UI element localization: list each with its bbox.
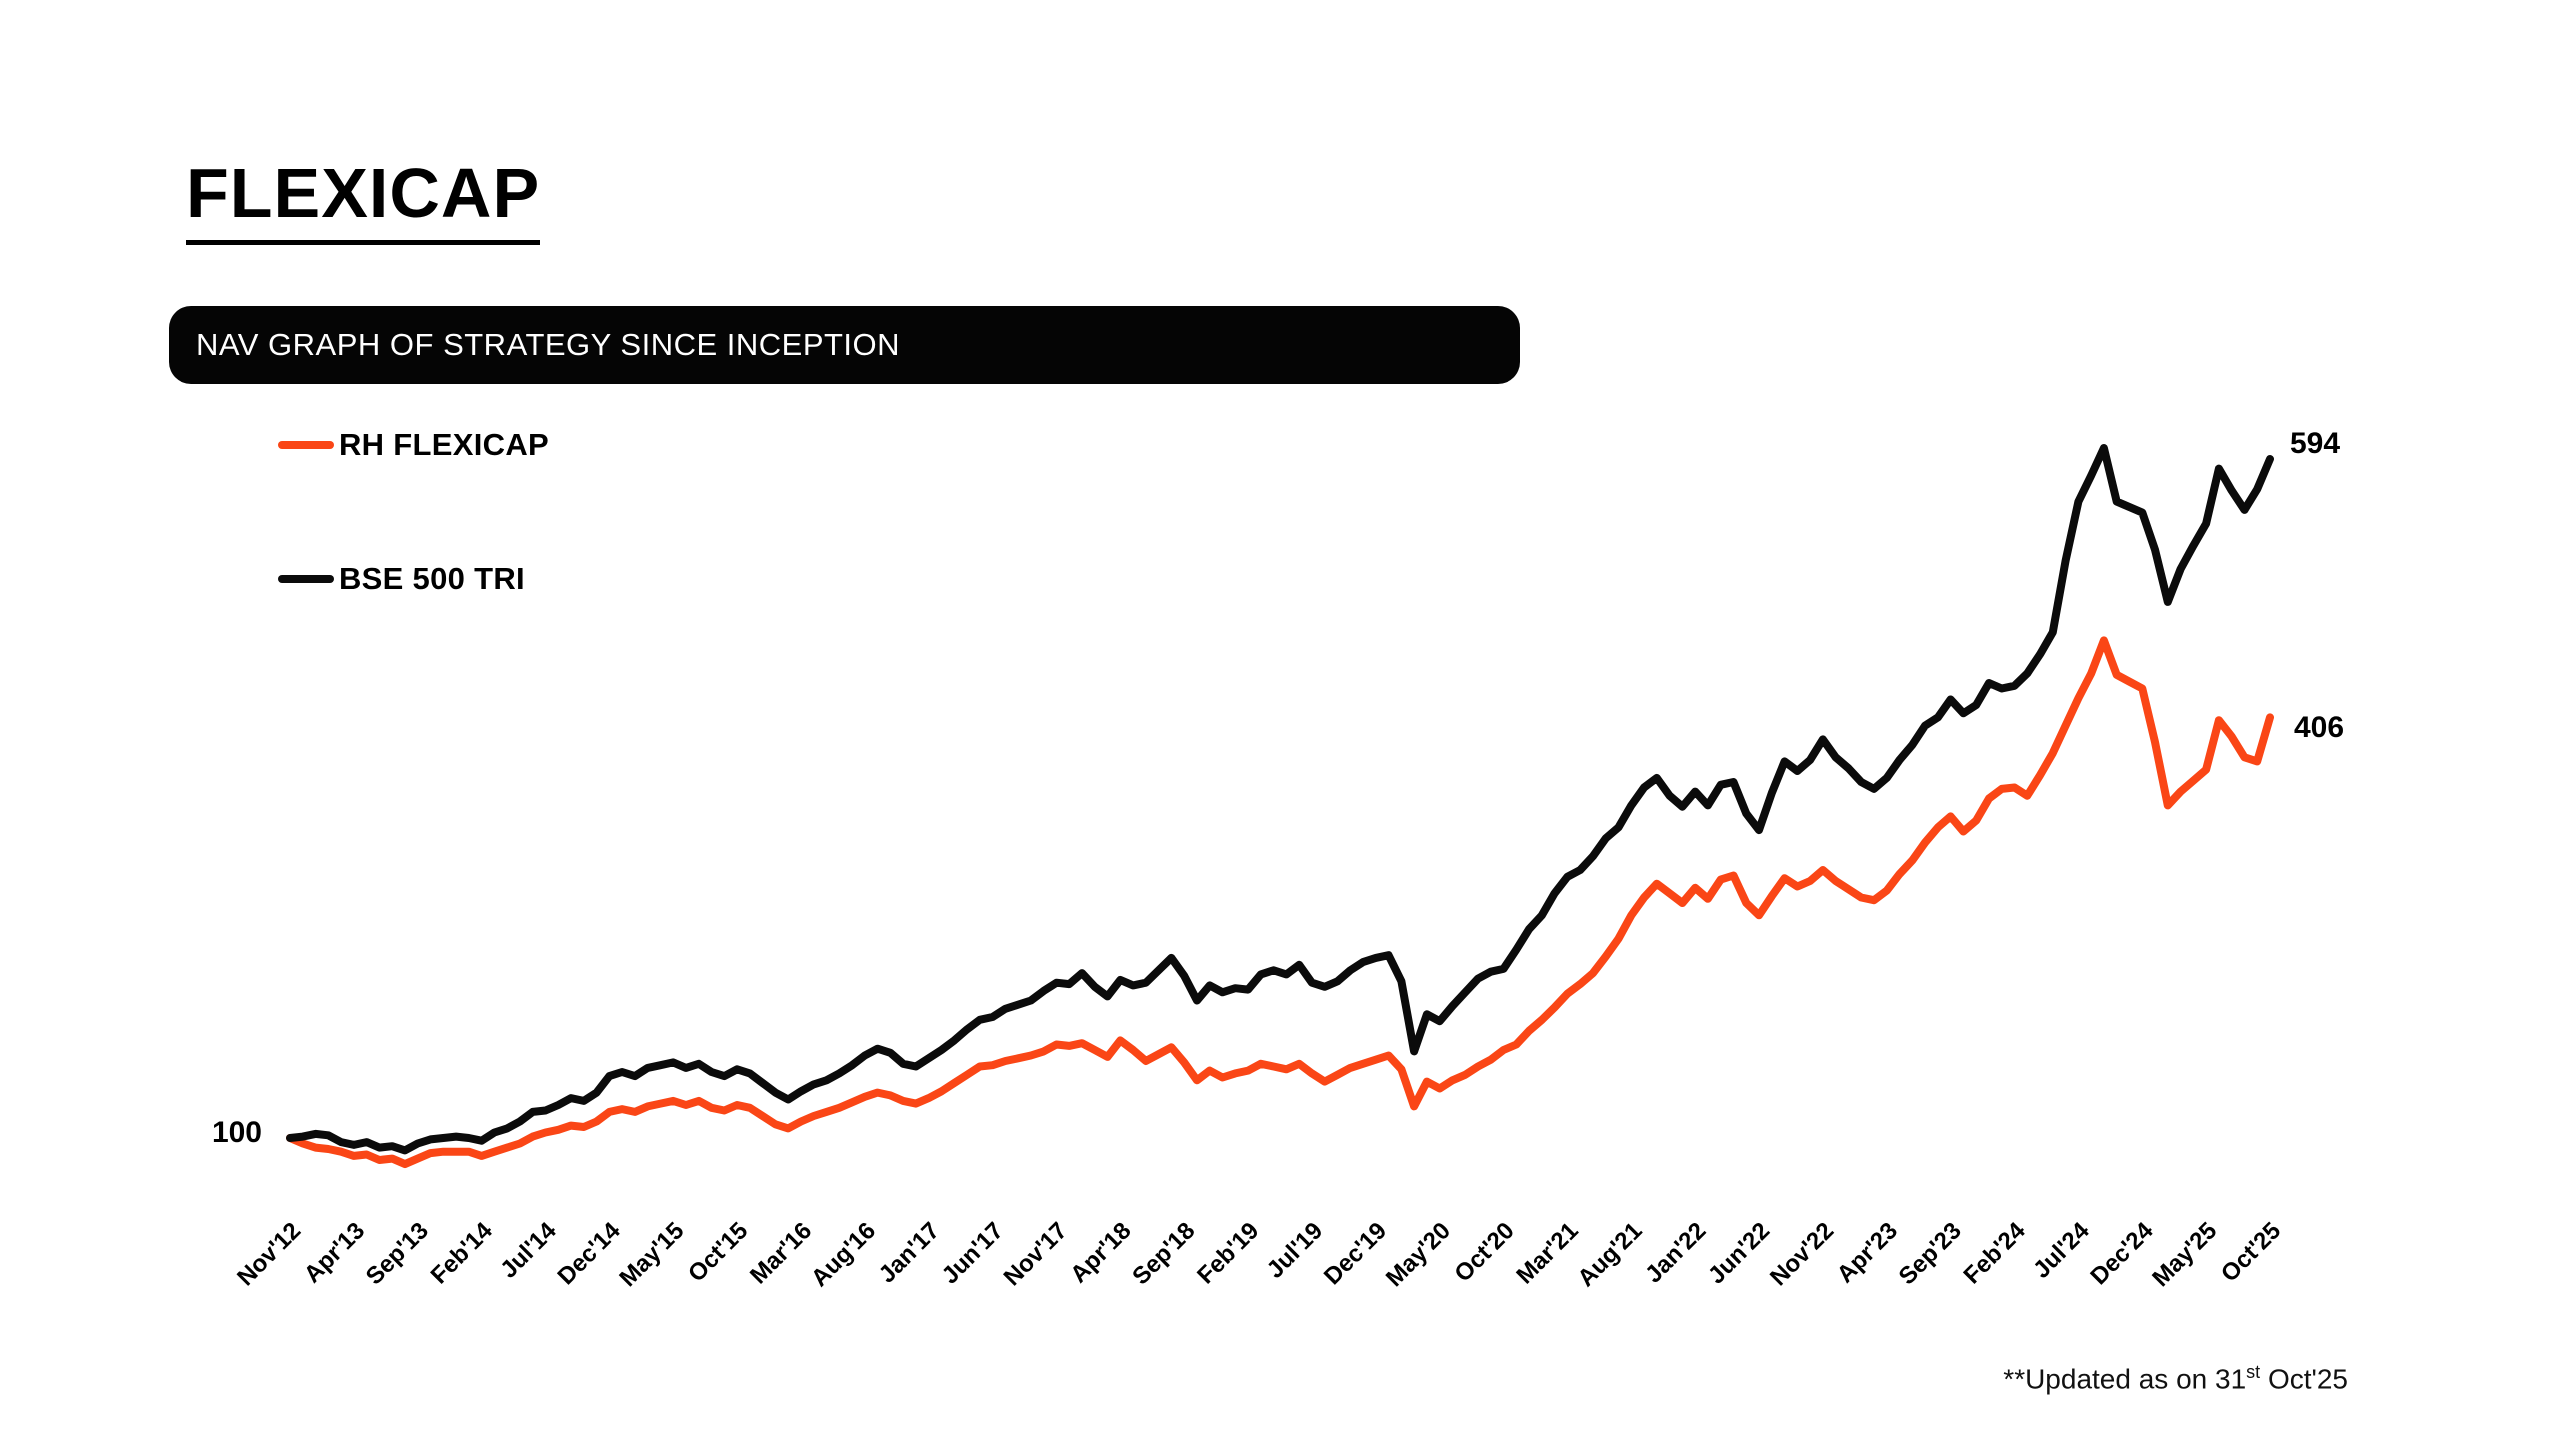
x-tick-label-sep18: Sep'18 xyxy=(1127,1217,1200,1290)
x-tick-label-dec24: Dec'24 xyxy=(2085,1217,2159,1291)
x-tick-label-jul24: Jul'24 xyxy=(2028,1217,2095,1284)
legend-label-rh-flexicap: RH FLEXICAP xyxy=(339,427,549,462)
x-tick-label-may15: May'15 xyxy=(614,1217,689,1292)
updated-as-on-footnote: **Updated as on 31st Oct'25 xyxy=(2003,1362,2348,1395)
x-tick-label-dec19: Dec'19 xyxy=(1319,1217,1392,1290)
x-tick-label-apr23: Apr'23 xyxy=(1832,1217,1903,1288)
x-tick-label-jan17: Jan'17 xyxy=(874,1217,945,1288)
footnote-prefix: **Updated as on 31 xyxy=(2003,1363,2247,1395)
x-axis-tick-labels: Nov'12Apr'13Sep'13Feb'14Jul'14Dec'14May'… xyxy=(232,1217,2286,1292)
x-tick-label-apr13: Apr'13 xyxy=(299,1217,370,1288)
series-line-rh-flexicap xyxy=(286,636,2274,1169)
legend-item-rh-flexicap: RH FLEXICAP xyxy=(278,427,549,462)
legend-label-bse-500-tri: BSE 500 TRI xyxy=(339,561,525,596)
chart-legend: RH FLEXICAP BSE 500 TRI xyxy=(278,427,549,698)
x-tick-label-jun17: Jun'17 xyxy=(937,1217,1009,1289)
x-tick-label-apr18: Apr'18 xyxy=(1065,1217,1136,1288)
x-tick-label-oct15: Oct'15 xyxy=(683,1217,753,1287)
x-tick-label-jul19: Jul'19 xyxy=(1262,1217,1329,1284)
footnote-ordinal-suffix: st xyxy=(2246,1362,2261,1382)
x-tick-label-mar21: Mar'21 xyxy=(1511,1217,1583,1289)
x-tick-label-oct20: Oct'20 xyxy=(1449,1217,1519,1287)
x-tick-label-may25: May'25 xyxy=(2147,1217,2222,1292)
x-tick-label-jun22: Jun'22 xyxy=(1703,1217,1775,1289)
x-tick-label-aug16: Aug'16 xyxy=(806,1217,881,1292)
section-header-text: NAV GRAPH OF STRATEGY SINCE INCEPTION xyxy=(196,327,901,362)
x-tick-label-sep23: Sep'23 xyxy=(1894,1217,1967,1290)
section-header-banner: NAV GRAPH OF STRATEGY SINCE INCEPTION xyxy=(169,306,1520,384)
x-tick-label-sep13: Sep'13 xyxy=(361,1217,434,1290)
series-layer xyxy=(286,444,2274,1169)
x-tick-label-nov12: Nov'12 xyxy=(232,1217,306,1291)
baseline-value-label: 100 xyxy=(212,1116,262,1149)
x-tick-label-jan22: Jan'22 xyxy=(1640,1217,1711,1288)
footnote-suffix: Oct'25 xyxy=(2260,1363,2348,1395)
x-tick-label-nov17: Nov'17 xyxy=(999,1217,1073,1291)
x-tick-label-mar16: Mar'16 xyxy=(745,1217,817,1289)
x-tick-label-aug21: Aug'21 xyxy=(1573,1217,1648,1292)
x-tick-label-nov22: Nov'22 xyxy=(1765,1217,1839,1291)
rh-flexicap-end-value-label: 406 xyxy=(2294,711,2344,744)
x-tick-label-feb24: Feb'24 xyxy=(1959,1217,2032,1290)
legend-item-bse-500-tri: BSE 500 TRI xyxy=(278,561,549,596)
x-tick-label-feb14: Feb'14 xyxy=(426,1217,499,1290)
x-tick-label-jul14: Jul'14 xyxy=(495,1217,562,1284)
rh-flexicap-line-swatch xyxy=(278,441,334,449)
bse-500-tri-line-swatch xyxy=(278,575,334,583)
x-tick-label-dec14: Dec'14 xyxy=(553,1217,627,1291)
bse-500-tri-end-value-label: 594 xyxy=(2290,427,2340,460)
series-line-bse-500-tri xyxy=(286,444,2274,1155)
x-tick-label-may20: May'20 xyxy=(1381,1217,1456,1292)
page-title: FLEXICAP xyxy=(186,158,541,245)
x-tick-label-feb19: Feb'19 xyxy=(1192,1217,1264,1289)
x-tick-label-oct25: Oct'25 xyxy=(2216,1217,2286,1287)
